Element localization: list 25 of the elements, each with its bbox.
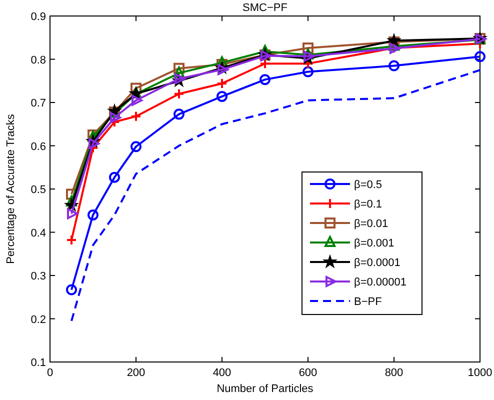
legend-label: β=0.5 <box>354 179 382 191</box>
legend-label: β=0.01 <box>354 218 388 230</box>
x-tick-label: 0 <box>46 367 54 379</box>
x-tick-label: 400 <box>212 367 232 379</box>
x-tick-label: 600 <box>298 367 318 379</box>
legend-label: β=0.1 <box>354 198 382 210</box>
x-tick-label: 200 <box>126 367 146 379</box>
legend-label: β=0.00001 <box>354 276 407 288</box>
y-tick-label: 0.6 <box>30 140 46 153</box>
legend-label: B−PF <box>354 296 382 308</box>
y-tick-label: 0.3 <box>30 270 46 282</box>
y-tick-label: 0.2 <box>30 314 46 326</box>
y-tick-label: 0.1 <box>30 357 46 369</box>
y-axis-title: Percentage of Accurate Tracks <box>5 114 17 264</box>
y-tick-label: 0.4 <box>30 227 46 240</box>
y-tick-label: 0.7 <box>30 98 46 110</box>
x-axis-title: Number of Particles <box>216 383 314 395</box>
y-tick-label: 0.9 <box>30 11 46 23</box>
y-tick-label: 0.5 <box>30 184 46 196</box>
chart-title: SMC−PF <box>242 2 288 14</box>
x-tick-label: 1000 <box>468 367 492 379</box>
legend-label: β=0.0001 <box>354 257 400 269</box>
y-tick-label: 0.8 <box>30 54 46 66</box>
legend-label: β=0.001 <box>354 238 394 250</box>
x-tick-label: 800 <box>384 367 404 379</box>
